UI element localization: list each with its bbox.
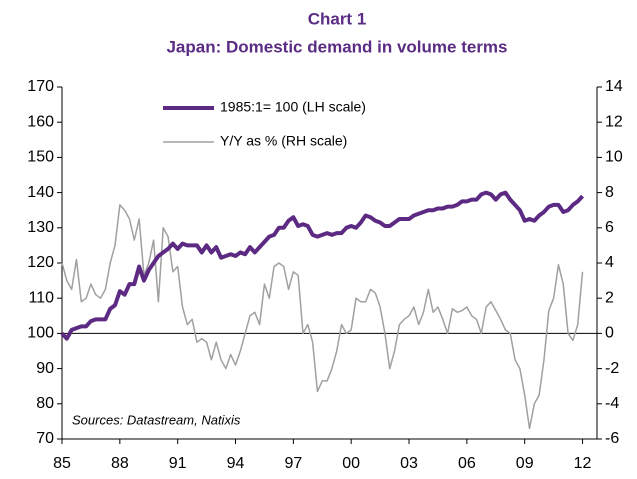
y-tick-label: 110 <box>28 289 54 306</box>
x-tick-label: 09 <box>516 455 534 472</box>
y2-tick-label: 0 <box>605 325 614 342</box>
x-tick-label: 12 <box>574 455 592 472</box>
x-tick-label: 94 <box>227 455 245 472</box>
x-tick-label: 88 <box>111 455 129 472</box>
y2-tick-label: 6 <box>605 219 614 236</box>
chart-title: Chart 1 <box>308 9 367 28</box>
y-tick-label: 120 <box>27 254 54 271</box>
legend-label: Y/Y as % (RH scale) <box>220 133 347 149</box>
y2-tick-label: 8 <box>605 184 614 201</box>
x-tick-label: 97 <box>284 455 302 472</box>
y-tick-label: 130 <box>27 219 54 236</box>
y2-tick-label: 14 <box>605 78 623 95</box>
y-tick-label: 90 <box>36 360 54 377</box>
y2-tick-label: 2 <box>605 289 614 306</box>
series-line <box>60 190 585 341</box>
y2-tick-label: -4 <box>605 395 619 412</box>
source-note: Sources: Datastream, Natixis <box>72 412 241 427</box>
y2-tick-label: 4 <box>605 254 614 271</box>
x-tick-label: 03 <box>400 455 418 472</box>
y-tick-label: 80 <box>36 395 54 412</box>
y-tick-label: 150 <box>27 149 54 166</box>
legend-label: 1985:1= 100 (LH scale) <box>220 99 366 115</box>
y-tick-label: 160 <box>27 113 54 130</box>
chart-subtitle: Japan: Domestic demand in volume terms <box>166 37 507 56</box>
x-tick-label: 91 <box>169 455 187 472</box>
x-tick-label: 00 <box>342 455 360 472</box>
series-line <box>61 204 584 430</box>
y-tick-label: 140 <box>27 184 54 201</box>
y2-tick-label: -2 <box>605 360 619 377</box>
y-tick-label: 100 <box>27 325 54 342</box>
y-tick-label: 70 <box>36 430 54 447</box>
y2-tick-label: -6 <box>605 430 619 447</box>
y-tick-label: 170 <box>27 78 54 95</box>
y2-tick-label: 10 <box>605 149 623 166</box>
x-tick-label: 85 <box>53 455 71 472</box>
x-tick-label: 06 <box>458 455 476 472</box>
y2-tick-label: 12 <box>605 113 623 130</box>
